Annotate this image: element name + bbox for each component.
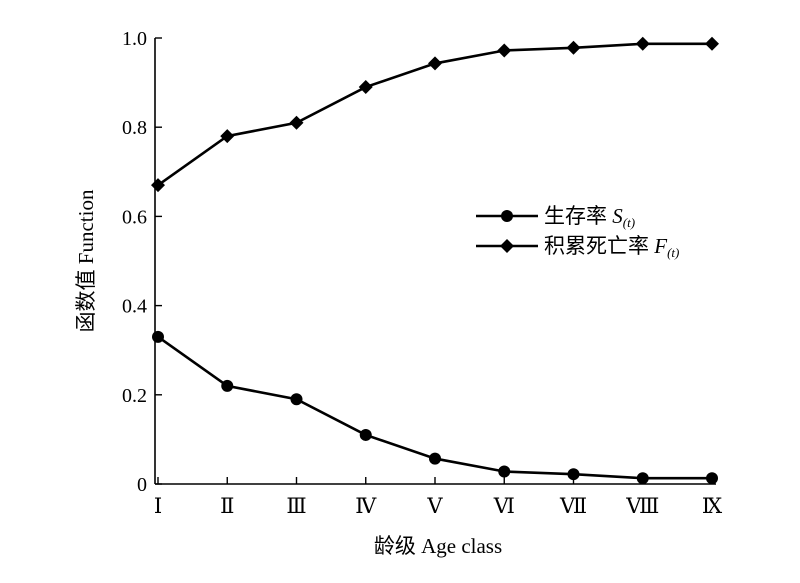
- axes: [154, 38, 716, 485]
- y-tick-label: 0.2: [122, 385, 147, 407]
- series-layer: [151, 36, 719, 485]
- data-point: [290, 393, 303, 406]
- legend-item: 生存率 S(t): [476, 204, 635, 230]
- data-point: [359, 428, 372, 441]
- x-tick-label: Ⅱ: [220, 494, 234, 518]
- x-axis-label: 龄级 Age class: [374, 534, 502, 558]
- data-point: [636, 472, 649, 485]
- legend-label: 生存率 S(t): [544, 204, 635, 230]
- legend-item: 积累死亡率 F(t): [476, 234, 679, 260]
- legend-label: 积累死亡率 F(t): [544, 234, 679, 260]
- data-point: [705, 36, 719, 51]
- x-tick-label: Ⅲ: [286, 494, 306, 518]
- y-tick-label: 1.0: [122, 28, 147, 50]
- data-point: [358, 80, 373, 95]
- data-point: [152, 330, 164, 343]
- data-point: [498, 465, 511, 478]
- legend: 生存率 S(t) 积累死亡率 F(t): [476, 204, 679, 260]
- series-0: [152, 330, 718, 485]
- data-point: [151, 178, 165, 193]
- y-tick-label: 0.8: [122, 117, 147, 139]
- legend-marker: [501, 210, 513, 222]
- x-tick-label: Ⅵ: [493, 494, 515, 518]
- y-tick-label: 0: [137, 474, 147, 496]
- data-point: [567, 468, 580, 481]
- x-tick-label: Ⅰ: [154, 494, 162, 518]
- x-tick-label: Ⅶ: [559, 494, 587, 518]
- data-point: [706, 472, 718, 485]
- series-1: [151, 36, 719, 193]
- y-tick-label: 0.4: [122, 296, 147, 318]
- data-point: [635, 36, 650, 51]
- data-point: [429, 452, 441, 465]
- data-point: [566, 40, 581, 55]
- x-tick-label: Ⅷ: [625, 494, 659, 518]
- y-tick-label: 0.6: [122, 206, 147, 228]
- x-tick-label: Ⅸ: [702, 494, 723, 518]
- y-axis-label: 函数值 Function: [74, 189, 98, 332]
- data-point: [289, 115, 304, 130]
- data-point: [428, 56, 442, 71]
- x-tick-label: Ⅳ: [355, 494, 377, 518]
- y-ticks: 0 0.2 0.4 0.6 0.8 1.0: [122, 28, 162, 496]
- data-point: [220, 129, 235, 144]
- x-tick-label: Ⅴ: [426, 494, 443, 518]
- x-ticks: Ⅰ Ⅱ Ⅲ Ⅳ Ⅴ Ⅵ Ⅶ Ⅷ Ⅸ: [154, 477, 723, 518]
- data-point: [497, 43, 512, 58]
- data-point: [221, 379, 234, 392]
- legend-marker: [500, 239, 514, 253]
